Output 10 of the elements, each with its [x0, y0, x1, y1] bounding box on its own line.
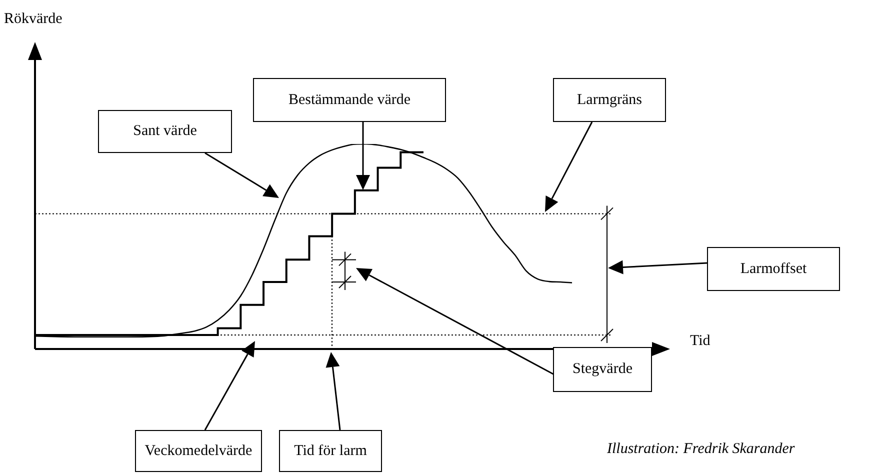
callout-box: Larmoffset: [707, 247, 840, 291]
callout-box: Veckomedelvärde: [135, 430, 262, 472]
callout-box: Stegvärde: [553, 347, 652, 392]
callout-box: Sant värde: [98, 110, 232, 153]
text: Illustration: Fredrik Skarander: [607, 441, 795, 458]
callout-box: Larmgräns: [553, 78, 666, 122]
x-axis-title: Tid: [690, 333, 710, 350]
text: Rökvärde: [4, 11, 62, 28]
callout-box: Bestämmande värde: [253, 78, 446, 122]
callout-box: Tid för larm: [279, 430, 382, 472]
